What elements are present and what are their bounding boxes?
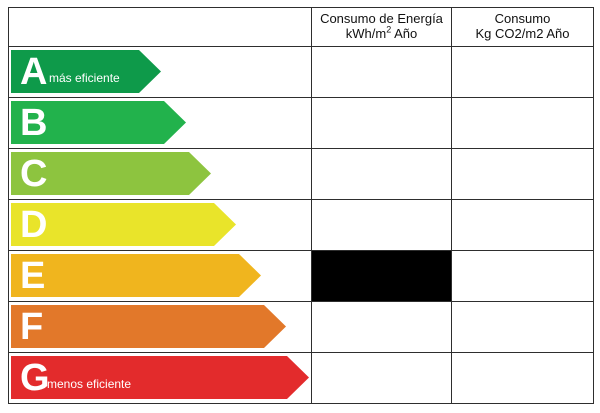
rating-letter: C — [20, 153, 48, 195]
header-energy-unit: kWh/m — [345, 26, 387, 41]
rating-arrow-f: F — [11, 305, 286, 348]
header-energy-unit-end: Año — [391, 26, 418, 41]
header-energy-line1: Consumo de Energía — [320, 11, 443, 26]
arrow-shape — [11, 203, 236, 246]
arrow-shape — [11, 101, 186, 144]
rating-arrow-b: B — [11, 101, 186, 144]
header-row: Consumo de Energía kWh/m2 Año Consumo Kg… — [8, 7, 594, 47]
rating-letter: D — [20, 204, 48, 246]
co2-value-cell — [451, 97, 594, 149]
header-co2-line1: Consumo — [494, 11, 551, 26]
rating-label-cell: A más eficiente — [8, 46, 312, 98]
rating-arrow-c: C — [11, 152, 211, 195]
header-blank-cell — [8, 7, 312, 47]
energy-value-cell — [311, 46, 452, 98]
rating-label-cell: B — [8, 97, 312, 149]
rating-arrow-a: A más eficiente — [11, 50, 161, 93]
header-energy-line2: kWh/m2 Año — [312, 24, 451, 41]
rating-arrow-e: E — [11, 254, 261, 297]
co2-value-cell — [451, 352, 594, 404]
arrow-shape — [11, 50, 161, 93]
energy-value-cell-selected — [311, 250, 452, 302]
rating-label-cell: C — [8, 148, 312, 200]
energy-value-cell — [311, 301, 452, 353]
rating-row-a: A más eficiente — [8, 46, 594, 98]
energy-rating-table: Consumo de Energía kWh/m2 Año Consumo Kg… — [8, 7, 594, 404]
rating-row-c: C — [8, 148, 594, 200]
rating-letter: A — [20, 51, 48, 93]
header-energy-consumption: Consumo de Energía kWh/m2 Año — [311, 7, 452, 47]
header-energy-unit-sup: 2 — [386, 24, 392, 35]
rating-caption: más eficiente — [49, 71, 120, 85]
arrow-shape — [11, 254, 261, 297]
rating-label-cell: G menos eficiente — [8, 352, 312, 404]
rating-row-f: F — [8, 301, 594, 353]
energy-value-cell — [311, 148, 452, 200]
rating-row-d: D — [8, 199, 594, 251]
energy-value-cell — [311, 352, 452, 404]
rating-label-cell: E — [8, 250, 312, 302]
co2-value-cell — [451, 199, 594, 251]
rating-letter: E — [20, 255, 46, 297]
rating-row-g: G menos eficiente — [8, 352, 594, 404]
rating-label-cell: F — [8, 301, 312, 353]
header-co2-consumption: Consumo Kg CO2/m2 Año — [451, 7, 594, 47]
arrow-shape — [11, 152, 211, 195]
rating-arrow-d: D — [11, 203, 236, 246]
energy-value-cell — [311, 97, 452, 149]
rating-letter: B — [20, 102, 48, 144]
rating-row-e: E — [8, 250, 594, 302]
co2-value-cell — [451, 301, 594, 353]
rating-row-b: B — [8, 97, 594, 149]
energy-value-cell — [311, 199, 452, 251]
header-co2-line2: Kg CO2/m2 Año — [475, 26, 570, 41]
rating-label-cell: D — [8, 199, 312, 251]
co2-value-cell — [451, 250, 594, 302]
arrow-shape — [11, 305, 286, 348]
co2-value-cell — [451, 148, 594, 200]
rating-letter: F — [20, 306, 44, 348]
rating-arrow-g: G menos eficiente — [11, 356, 309, 399]
rating-letter: G — [20, 357, 50, 399]
rating-caption: menos eficiente — [47, 377, 132, 391]
co2-value-cell — [451, 46, 594, 98]
arrow-shape — [11, 356, 309, 399]
